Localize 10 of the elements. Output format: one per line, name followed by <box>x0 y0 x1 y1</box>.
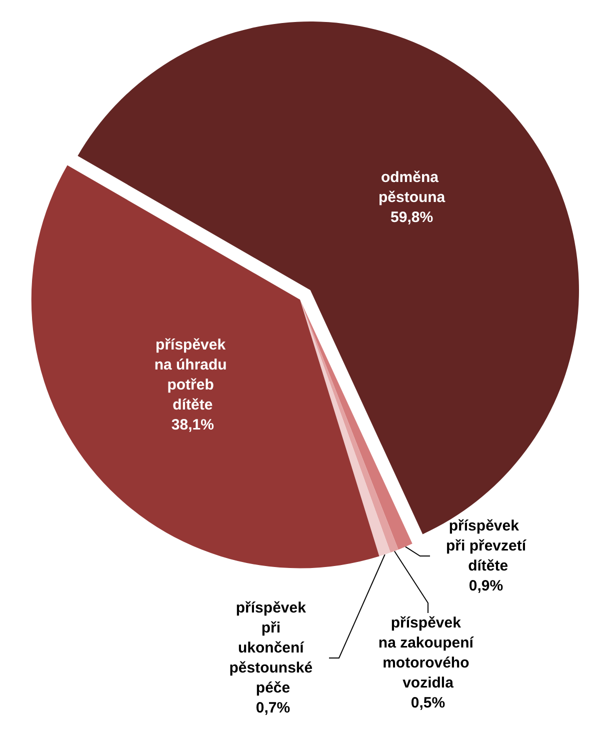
slice-label: příspěvek na zakoupení motorového vozidla <box>378 614 478 692</box>
data-label: 0,5% <box>410 694 446 712</box>
data-label: 38,1% <box>171 416 214 434</box>
slice-label: odměna pěstouna <box>378 169 446 206</box>
data-label: 0,7% <box>256 700 290 716</box>
data-label: 0,9% <box>468 578 504 594</box>
slice-label: příspěvek při převzetí dítěte <box>446 518 527 574</box>
data-label: 59,8% <box>390 209 434 226</box>
slice-label: příspěvek při ukončení pěstounské péče <box>229 600 317 696</box>
slice-label: příspěvek na úhradu potřeb dítěte <box>154 336 231 414</box>
